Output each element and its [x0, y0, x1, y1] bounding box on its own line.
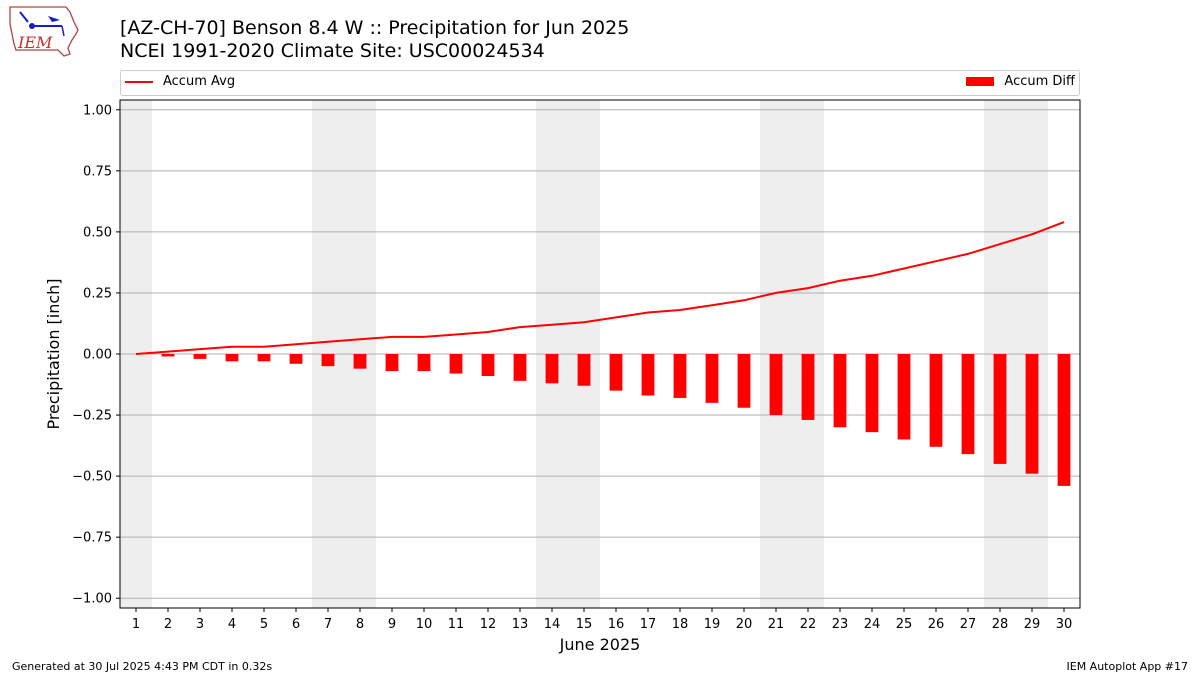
y-tick-label: −1.00 [72, 592, 112, 607]
x-tick-label: 25 [896, 617, 913, 632]
x-tick-label: 26 [928, 617, 945, 632]
x-tick-label: 15 [576, 617, 593, 632]
x-tick-label: 4 [228, 617, 236, 632]
x-tick-label: 11 [448, 617, 465, 632]
y-axis-label: Precipitation [inch] [44, 278, 63, 429]
x-tick-label: 20 [736, 617, 753, 632]
bar-accum-diff-day-30 [1057, 354, 1071, 486]
bar-accum-diff-day-10 [417, 354, 431, 372]
bar-accum-diff-day-16 [609, 354, 623, 391]
x-tick-label: 28 [992, 617, 1009, 632]
x-tick-label: 16 [608, 617, 625, 632]
x-tick-label: 30 [1056, 617, 1073, 632]
bar-accum-diff-day-29 [1025, 354, 1039, 474]
legend-label-accum-diff: Accum Diff [1004, 74, 1075, 89]
bar-accum-diff-day-25 [897, 354, 911, 440]
bar-accum-diff-day-14 [545, 354, 559, 384]
bar-accum-diff-day-4 [225, 354, 239, 362]
x-tick-label: 23 [832, 617, 849, 632]
x-tick-label: 2 [164, 617, 172, 632]
bar-accum-diff-day-19 [705, 354, 719, 403]
bar-accum-diff-day-22 [801, 354, 815, 420]
bar-accum-diff-day-28 [993, 354, 1007, 464]
x-tick-label: 19 [704, 617, 721, 632]
x-axis-label: June 2025 [559, 635, 641, 654]
x-tick-label: 21 [768, 617, 785, 632]
chart-title: [AZ-CH-70] Benson 8.4 W :: Precipitation… [120, 17, 630, 39]
bar-accum-diff-day-11 [449, 354, 463, 374]
y-tick-label: −0.50 [72, 470, 112, 485]
x-tick-label: 6 [292, 617, 300, 632]
legend-label-accum-avg: Accum Avg [163, 74, 236, 89]
y-tick-label: 0.50 [83, 225, 112, 240]
bar-accum-diff-day-17 [641, 354, 655, 396]
bar-accum-diff-day-27 [961, 354, 975, 455]
app-label: IEM Autoplot App #17 [1066, 660, 1189, 673]
bar-accum-diff-day-5 [257, 354, 271, 362]
bar-accum-diff-day-9 [385, 354, 399, 372]
bar-accum-diff-day-23 [833, 354, 847, 428]
x-tick-label: 13 [512, 617, 529, 632]
x-tick-label: 7 [324, 617, 332, 632]
generated-timestamp: Generated at 30 Jul 2025 4:43 PM CDT in … [12, 660, 273, 673]
y-tick-label: 0.25 [83, 286, 112, 301]
bar-accum-diff-day-2 [161, 354, 175, 357]
legend-item-accum-diff: Accum Diff [966, 74, 1075, 90]
iem-logo: IEM [6, 4, 80, 62]
bar-accum-diff-day-15 [577, 354, 591, 386]
bar-accum-diff-day-21 [769, 354, 783, 416]
x-tick-label: 24 [864, 617, 881, 632]
x-tick-label: 1 [132, 617, 140, 632]
x-tick-label: 10 [416, 617, 433, 632]
line-accum-avg [135, 221, 1065, 355]
x-tick-label: 18 [672, 617, 689, 632]
bar-accum-diff-day-20 [737, 354, 751, 408]
bar-accum-diff-day-3 [193, 354, 207, 359]
bar-accum-diff-day-6 [289, 354, 303, 364]
x-tick-label: 14 [544, 617, 561, 632]
x-tick-label: 3 [196, 617, 204, 632]
x-tick-label: 8 [356, 617, 364, 632]
bar-accum-diff-day-24 [865, 354, 879, 433]
bar-accum-diff-day-13 [513, 354, 527, 381]
y-tick-label: −0.75 [72, 531, 112, 546]
y-tick-label: 0.00 [83, 348, 112, 363]
x-tick-label: 9 [388, 617, 396, 632]
x-tick-label: 27 [960, 617, 977, 632]
x-tick-label: 22 [800, 617, 817, 632]
y-tick-label: 0.75 [83, 164, 112, 179]
legend: Accum Avg Accum Diff [120, 70, 1080, 96]
x-tick-label: 29 [1024, 617, 1041, 632]
legend-line-swatch [125, 80, 153, 83]
bar-accum-diff-day-26 [929, 354, 943, 447]
bar-accum-diff-day-8 [353, 354, 367, 369]
bar-accum-diff-day-12 [481, 354, 495, 376]
x-tick-label: 17 [640, 617, 657, 632]
bar-accum-diff-day-18 [673, 354, 687, 398]
legend-item-accum-avg: Accum Avg [125, 74, 235, 90]
x-tick-label: 5 [260, 617, 268, 632]
y-tick-label: 1.00 [83, 103, 112, 118]
x-tick-label: 12 [480, 617, 497, 632]
legend-bar-swatch [966, 77, 995, 86]
chart-subtitle: NCEI 1991-2020 Climate Site: USC00024534 [120, 40, 545, 62]
logo-text: IEM [17, 33, 53, 52]
bar-accum-diff-day-7 [321, 354, 335, 367]
y-tick-label: −0.25 [72, 409, 112, 424]
